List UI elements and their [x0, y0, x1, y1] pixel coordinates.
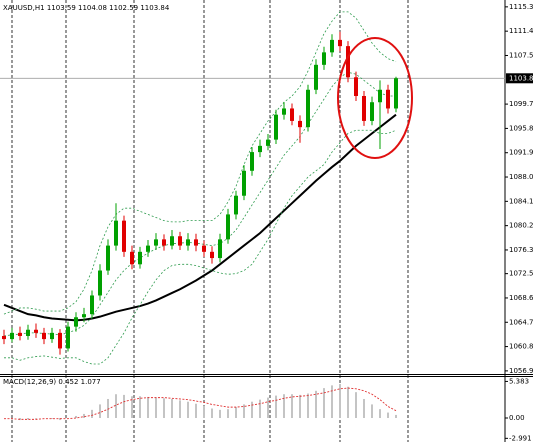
candle-body: [274, 114, 278, 140]
candle-body: [42, 332, 46, 340]
candle-body: [266, 139, 270, 146]
candle-body: [146, 245, 150, 252]
price-label: 1103.84: [509, 74, 533, 82]
candle-body: [218, 239, 222, 259]
candle-body: [330, 39, 334, 53]
candle-body: [178, 236, 182, 246]
candle-body: [282, 108, 286, 115]
candle-body: [122, 220, 126, 252]
y-tick-label: 1076.30: [509, 246, 533, 254]
candle-body: [394, 78, 398, 109]
candle-body: [370, 102, 374, 121]
candle-body: [210, 251, 214, 259]
candle-body: [90, 295, 94, 315]
candle-body: [378, 89, 382, 103]
candle-body: [234, 195, 238, 215]
y-tick-label: 1060.80: [509, 343, 533, 351]
candle-body: [170, 236, 174, 246]
candle-body: [322, 52, 326, 65]
y-tick-label: 1084.10: [509, 197, 533, 205]
candle-body: [338, 39, 342, 47]
candle-body: [154, 239, 158, 246]
y-tick-label: 1115.30: [509, 3, 533, 11]
candle-body: [186, 239, 190, 246]
y-tick-label: 1091.90: [509, 149, 533, 157]
y-tick-label: 5.383: [509, 377, 529, 385]
signal-line: [4, 387, 397, 420]
candle-body: [2, 335, 6, 340]
candle-body: [26, 329, 30, 336]
y-tick-label: 1064.70: [509, 318, 533, 326]
chart-title: XAUUSD,H1 1103.59 1104.08 1102.59 1103.8…: [3, 4, 170, 12]
candle-body: [34, 329, 38, 333]
y-tick-label: -2.991: [509, 434, 532, 442]
candle-body: [346, 46, 350, 78]
indicator-line: [3, 113, 397, 322]
candle-body: [226, 214, 230, 240]
candle-body: [58, 332, 62, 349]
candle-body: [50, 332, 54, 340]
y-tick-label: 0.00: [509, 414, 525, 422]
candle-body: [258, 145, 262, 153]
candle-body: [202, 245, 206, 252]
candle-body: [82, 314, 86, 318]
y-tick-label: 1111.40: [509, 27, 533, 35]
candle-body: [138, 251, 142, 265]
candle-body: [66, 326, 70, 349]
candle-body: [298, 120, 302, 128]
candle-body: [290, 108, 294, 121]
candle-body: [114, 220, 118, 246]
candle-body: [306, 89, 310, 128]
candle-body: [10, 332, 14, 340]
candle-body: [18, 332, 22, 336]
indicator-title: MACD(12,26,9) 0.452 1.077: [3, 378, 101, 386]
candle-body: [74, 317, 78, 327]
indicator-line: [3, 11, 397, 315]
candle-body: [362, 95, 366, 121]
highlight-circle: [337, 37, 413, 159]
y-tick-label: 1068.60: [509, 294, 533, 302]
candle-body: [250, 152, 254, 171]
candle-body: [130, 251, 134, 265]
y-tick-label: 1099.70: [509, 100, 533, 108]
y-tick-label: 1080.20: [509, 222, 533, 230]
y-tick-label: 1095.80: [509, 124, 533, 132]
candle-body: [106, 245, 110, 271]
price-label-box: [506, 73, 533, 84]
y-tick-label: 1107.50: [509, 51, 533, 59]
candle-body: [162, 239, 166, 246]
candle-body: [242, 170, 246, 196]
candle-body: [386, 89, 390, 109]
candle-body: [354, 77, 358, 96]
y-tick-label: 1088.00: [509, 173, 533, 181]
y-tick-label: 1056.90: [509, 367, 533, 375]
candle-body: [314, 64, 318, 90]
y-tick-label: 1072.50: [509, 270, 533, 278]
candle-body: [98, 270, 102, 296]
candle-body: [194, 239, 198, 246]
